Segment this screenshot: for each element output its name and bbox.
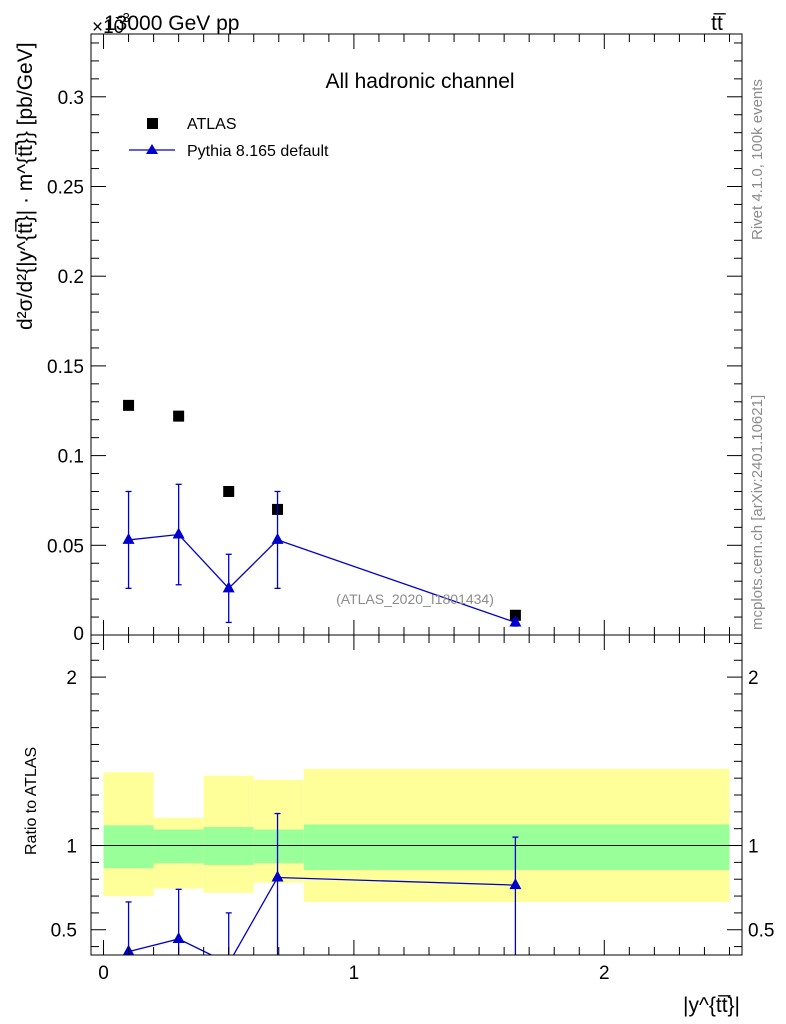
svg-text:Ratio to ATLAS: Ratio to ATLAS [23, 747, 40, 855]
legend-pythia-label: Pythia 8.165 default [187, 143, 329, 160]
process-label: tt̅ [711, 12, 727, 35]
x-tick-label: 2 [599, 963, 610, 984]
main-y-tick-label: 0.25 [47, 177, 84, 198]
ratio-y-tick-label-right: 0.5 [748, 921, 774, 942]
main-y-tick-label: 0.2 [58, 267, 84, 288]
main-y-axis-title: d²σ/d²{|y^{tt̅}| · m^{tt̅}} [pb/GeV] [14, 42, 37, 330]
atlas-data-point [173, 410, 185, 422]
axis-tick-labels: 0.05 0.1 0.15 0.2 0.25 0.3 0 0 1 2 0.5 0.5 1 1 2 2 −3 [47, 10, 774, 984]
atlas-data-point [123, 399, 135, 411]
atlas-data-point [223, 485, 235, 497]
pythia-data-point [509, 615, 522, 627]
inner-uncertainty-band [103, 825, 154, 869]
atlas-data-point [509, 609, 521, 621]
ratio-y-tick-label-right: 1 [748, 837, 759, 858]
svg-text:d²σ/d²{|y^{tt̅}| · m^{tt̅}} [p: d²σ/d²{|y^{tt̅}| · m^{tt̅}} [pb/GeV] [14, 42, 37, 330]
ratio-data-point [172, 932, 185, 943]
ratio-y-tick-label-right: 2 [748, 668, 759, 689]
svg-text:Rivet 4.1.0, 100k events: Rivet 4.1.0, 100k events [749, 79, 766, 240]
exponent-label: ×10 [92, 17, 124, 38]
axis-ticks [91, 34, 742, 955]
energy-label: 13000 GeV pp [104, 12, 239, 35]
x-axis-title: |y^{tt̅}| [683, 994, 740, 1017]
ratio-data-point [509, 878, 522, 890]
analysis-tag: (ATLAS_2020_I1801434) [336, 591, 494, 607]
ratio-data-point [223, 956, 235, 967]
ratio-y-axis-title: Ratio to ATLAS [23, 747, 40, 855]
pythia-data-point [172, 527, 185, 539]
x-tick-label: 1 [349, 963, 360, 984]
main-y-tick-label: 0.3 [58, 88, 84, 109]
legend: ATLAS Pythia 8.165 default [129, 116, 329, 160]
ratio-pythia-line [128, 876, 516, 955]
ratio-uncertainty-bands [91, 768, 742, 902]
legend-atlas-label: ATLAS [187, 116, 237, 133]
pythia-data-point [222, 581, 235, 593]
inner-uncertainty-band [303, 824, 730, 870]
x-tick-label: 0 [98, 963, 109, 984]
ratio-y-tick-label-left: 1 [66, 837, 77, 858]
ratio-data-point [271, 870, 284, 882]
site-watermark: mcplots.cern.ch [arXiv:2401.10621] [749, 395, 766, 630]
main-y-zero-label: 0 [73, 624, 84, 645]
pythia-data-point [271, 532, 284, 544]
legend-atlas-marker [147, 118, 158, 129]
main-y-tick-label: 0.05 [47, 536, 84, 557]
pythia-line [128, 533, 516, 624]
channel-label: All hadronic channel [325, 70, 514, 93]
inner-uncertainty-band [253, 829, 304, 864]
exponent-power: −3 [115, 10, 130, 25]
inner-uncertainty-band [153, 829, 204, 864]
main-y-tick-label: 0.15 [47, 357, 84, 378]
legend-pythia-marker [146, 144, 158, 154]
main-y-tick-label: 0.1 [58, 447, 84, 468]
ratio-y-tick-label-left: 2 [66, 668, 77, 689]
main-series [122, 399, 522, 627]
pythia-data-point [122, 532, 135, 544]
ratio-y-tick-label-left: 0.5 [51, 921, 77, 942]
rivet-watermark: Rivet 4.1.0, 100k events [749, 79, 766, 240]
svg-text:mcplots.cern.ch [arXiv:2401.10: mcplots.cern.ch [arXiv:2401.10621] [749, 395, 766, 630]
